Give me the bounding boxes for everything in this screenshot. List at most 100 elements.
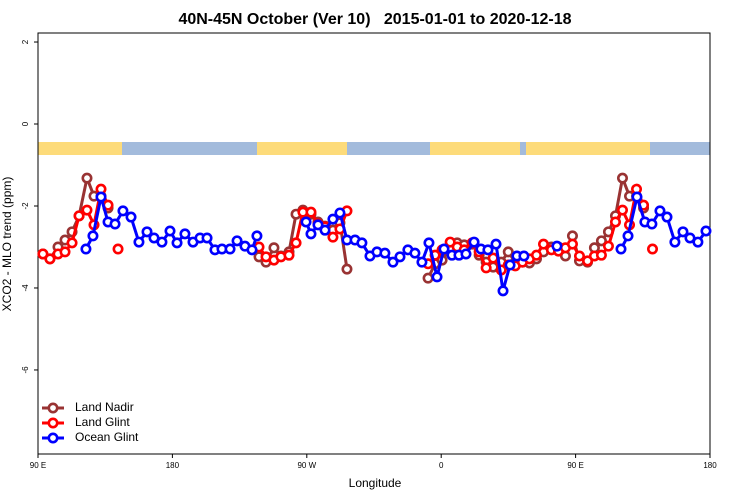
data-point bbox=[164, 225, 176, 237]
data-point bbox=[480, 262, 492, 274]
y-tick-label: 2 bbox=[21, 39, 30, 44]
data-point bbox=[551, 240, 563, 252]
y-axis-label: XCO2 - MLO trend (ppm) bbox=[0, 177, 14, 312]
data-point bbox=[423, 237, 435, 249]
data-point bbox=[654, 205, 666, 217]
data-point bbox=[537, 238, 549, 250]
x-tick-label: 90 E bbox=[30, 461, 46, 470]
data-point bbox=[438, 243, 450, 255]
data-point bbox=[125, 211, 137, 223]
data-point bbox=[504, 259, 516, 271]
data-point bbox=[460, 248, 472, 260]
data-point bbox=[530, 249, 542, 261]
y-tick-label: -4 bbox=[21, 284, 30, 292]
data-point bbox=[81, 204, 93, 216]
data-point bbox=[73, 210, 85, 222]
data-point bbox=[595, 235, 607, 247]
x-tick-label: 90 W bbox=[297, 461, 316, 470]
y-tick-label: -2 bbox=[21, 202, 30, 210]
land-band bbox=[38, 142, 122, 155]
data-point bbox=[422, 272, 434, 284]
data-point bbox=[283, 249, 295, 261]
data-point bbox=[444, 236, 456, 248]
legend-label: Ocean Glint bbox=[75, 430, 139, 444]
data-point bbox=[416, 256, 428, 268]
data-point bbox=[231, 235, 243, 247]
data-point bbox=[87, 230, 99, 242]
data-point bbox=[251, 230, 263, 242]
data-point bbox=[327, 213, 339, 225]
data-point bbox=[66, 237, 78, 249]
data-point bbox=[669, 236, 681, 248]
y-tick-label: -6 bbox=[21, 366, 30, 374]
data-point bbox=[112, 243, 124, 255]
data-point bbox=[502, 246, 514, 258]
data-point bbox=[133, 236, 145, 248]
data-point bbox=[246, 244, 258, 256]
data-point bbox=[497, 285, 509, 297]
data-point bbox=[677, 226, 689, 238]
land-band bbox=[526, 142, 650, 155]
data-point bbox=[156, 236, 168, 248]
data-point bbox=[566, 238, 578, 250]
legend-label: Land Nadir bbox=[75, 400, 134, 414]
data-point bbox=[117, 205, 129, 217]
data-point bbox=[109, 218, 121, 230]
data-point bbox=[616, 204, 628, 216]
x-tick-label: 180 bbox=[166, 461, 180, 470]
data-point bbox=[409, 247, 421, 259]
data-point bbox=[490, 238, 502, 250]
data-point bbox=[201, 232, 213, 244]
data-point bbox=[595, 249, 607, 261]
data-point bbox=[573, 250, 585, 262]
data-point bbox=[431, 271, 443, 283]
data-point bbox=[602, 240, 614, 252]
data-point bbox=[661, 211, 673, 223]
data-point bbox=[684, 232, 696, 244]
data-point bbox=[482, 244, 494, 256]
data-point bbox=[80, 243, 92, 255]
data-point bbox=[290, 237, 302, 249]
legend-marker bbox=[47, 432, 59, 444]
data-point bbox=[616, 172, 628, 184]
data-point bbox=[647, 243, 659, 255]
x-tick-label: 180 bbox=[703, 461, 717, 470]
land-band bbox=[430, 142, 520, 155]
data-point bbox=[179, 228, 191, 240]
data-point bbox=[341, 263, 353, 275]
data-point bbox=[148, 232, 160, 244]
data-point bbox=[312, 219, 324, 231]
data-point bbox=[582, 255, 594, 267]
land-band bbox=[257, 142, 347, 155]
data-point bbox=[622, 230, 634, 242]
data-point bbox=[141, 226, 153, 238]
data-point bbox=[305, 228, 317, 240]
data-point bbox=[59, 246, 71, 258]
data-point bbox=[95, 191, 107, 203]
data-point bbox=[518, 250, 530, 262]
data-point bbox=[609, 216, 621, 228]
data-point bbox=[37, 248, 49, 260]
x-tick-label: 90 E bbox=[567, 461, 583, 470]
data-point bbox=[327, 231, 339, 243]
data-point bbox=[387, 256, 399, 268]
data-point bbox=[615, 243, 627, 255]
data-point bbox=[700, 225, 712, 237]
data-point bbox=[692, 236, 704, 248]
data-point bbox=[631, 191, 643, 203]
x-axis-label: Longitude bbox=[349, 476, 402, 490]
map-strip bbox=[38, 142, 710, 155]
data-point bbox=[305, 206, 317, 218]
data-point bbox=[300, 216, 312, 228]
legend-marker bbox=[47, 402, 59, 414]
x-tick-label: 0 bbox=[439, 461, 444, 470]
y-tick-label: 0 bbox=[21, 121, 30, 126]
data-point bbox=[334, 207, 346, 219]
data-point bbox=[468, 236, 480, 248]
data-point bbox=[44, 253, 56, 265]
data-point bbox=[487, 252, 499, 264]
data-point bbox=[171, 237, 183, 249]
chart-title: 40N-45N October (Ver 10) 2015-01-01 to 2… bbox=[178, 11, 571, 28]
data-point bbox=[356, 237, 368, 249]
